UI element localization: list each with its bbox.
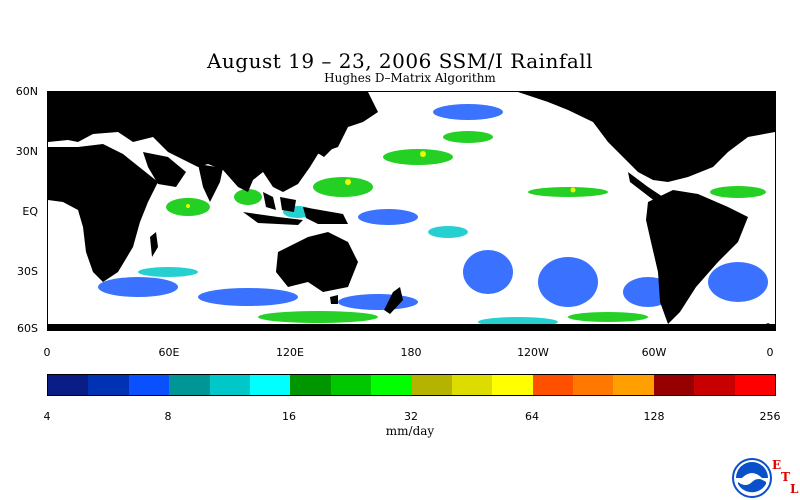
colorbar-swatch-3 <box>169 375 210 395</box>
colorbar-swatch-1 <box>88 375 129 395</box>
logo-letter-t: T <box>781 470 790 484</box>
colorbar <box>47 374 776 396</box>
lon-label-60w: 60W <box>641 346 667 359</box>
rainfall-map <box>47 91 776 331</box>
lon-label-180: 180 <box>400 346 422 359</box>
lon-label-60e: 60E <box>158 346 180 359</box>
lat-label-30s: 30S <box>17 265 38 278</box>
colorbar-tick-256: 256 <box>759 410 781 423</box>
lon-label-0: 0 <box>43 346 51 359</box>
colorbar-swatch-11 <box>492 375 533 395</box>
logo-letter-l: L <box>790 482 799 496</box>
colorbar-swatch-4 <box>209 375 250 395</box>
lat-label-60n: 60N <box>15 85 38 98</box>
land-masses <box>48 92 775 330</box>
lat-label-eq: EQ <box>22 205 38 218</box>
colorbar-tick-64: 64 <box>525 410 539 423</box>
colorbar-swatch-17 <box>734 375 776 395</box>
rain-patches <box>98 98 770 330</box>
colorbar-tick-128: 128 <box>643 410 665 423</box>
lat-label-60s: 60S <box>17 322 38 335</box>
colorbar-tick-4: 4 <box>43 410 51 423</box>
noaa-logo-icon <box>732 458 772 498</box>
colorbar-swatch-8 <box>371 375 412 395</box>
colorbar-swatch-10 <box>451 375 493 395</box>
logo-letter-e: E <box>772 458 782 472</box>
colorbar-swatch-15 <box>653 375 695 395</box>
lon-label-0-end: 0 <box>766 346 774 359</box>
world-map-svg <box>48 92 775 330</box>
colorbar-units: mm/day <box>385 424 435 438</box>
colorbar-swatch-7 <box>330 375 372 395</box>
colorbar-swatch-6 <box>290 375 331 395</box>
lon-label-120w: 120W <box>517 346 549 359</box>
colorbar-tick-8: 8 <box>164 410 172 423</box>
map-title: August 19 – 23, 2006 SSM/I Rainfall <box>206 49 594 73</box>
colorbar-swatch-9 <box>411 375 452 395</box>
lon-label-120e: 120E <box>276 346 304 359</box>
map-subtitle: Hughes D–Matrix Algorithm <box>324 71 496 85</box>
colorbar-swatch-5 <box>249 375 291 395</box>
lat-label-30n: 30N <box>15 145 38 158</box>
colorbar-swatch-12 <box>532 375 574 395</box>
colorbar-swatch-16 <box>694 375 735 395</box>
colorbar-tick-16: 16 <box>282 410 296 423</box>
colorbar-tick-32: 32 <box>404 410 418 423</box>
colorbar-swatch-14 <box>613 375 654 395</box>
colorbar-swatch-13 <box>573 375 614 395</box>
colorbar-swatch-0 <box>48 375 89 395</box>
colorbar-swatch-2 <box>128 375 170 395</box>
